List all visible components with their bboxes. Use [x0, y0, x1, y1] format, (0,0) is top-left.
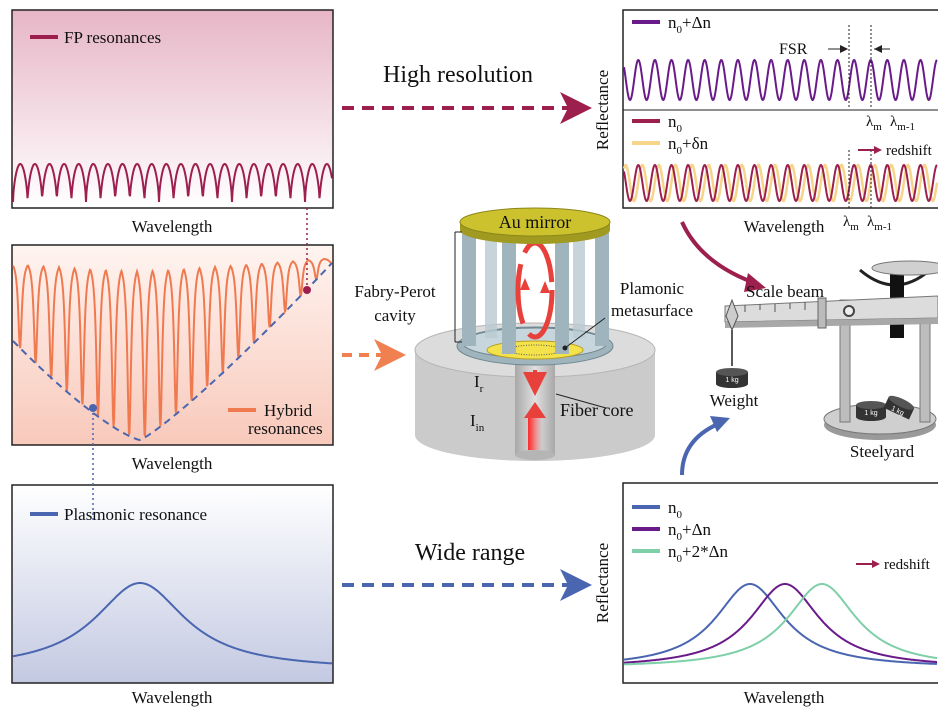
subscript: m-1 — [897, 121, 915, 133]
suffix: +Δn — [682, 13, 712, 32]
legend-label: Plasmonic resonance — [64, 505, 207, 524]
device — [415, 208, 655, 461]
annotation: redshift — [886, 143, 933, 159]
curved-arrow — [682, 424, 718, 475]
legend-label: Hybrid — [264, 401, 313, 420]
curved-arrow — [682, 222, 752, 282]
legend-label: resonances — [248, 419, 323, 438]
subscript: m — [873, 121, 882, 133]
figure: FP resonances Wavelength Hybrid resonanc… — [0, 0, 938, 708]
suffix: +δn — [682, 134, 709, 153]
suffix: +2*Δn — [682, 542, 729, 561]
device-label: Fabry-Perot — [354, 282, 435, 301]
axis-label: Wavelength — [132, 454, 213, 473]
device-label: Au mirror — [499, 212, 571, 232]
subscript: r — [480, 383, 484, 395]
weight-label: 1 kg — [864, 410, 877, 417]
device-label: cavity — [374, 306, 416, 325]
curved-arrowhead — [710, 416, 730, 432]
steelyard-label: Scale beam — [746, 282, 824, 301]
arrow-label: Wide range — [415, 540, 525, 566]
legend-label: FP resonances — [64, 28, 161, 47]
device-label: Plamonic — [620, 279, 685, 298]
subscript: m — [850, 221, 859, 233]
axis-label: Reflectance — [593, 70, 612, 150]
axis-label: Wavelength — [132, 688, 213, 707]
page: FP resonances Wavelength Hybrid resonanc… — [0, 0, 938, 708]
suffix: +Δn — [682, 520, 712, 539]
axis-label: Wavelength — [744, 217, 825, 236]
subscript: in — [476, 422, 485, 434]
fp-panel — [12, 10, 333, 208]
lambda-label: λm-1 — [867, 214, 892, 233]
subscript: m-1 — [874, 221, 892, 233]
lambda-label: λm — [843, 214, 859, 233]
steelyard-label: Weight — [710, 391, 759, 410]
axis-label: Wavelength — [744, 688, 825, 707]
axis-label: Reflectance — [593, 543, 612, 623]
weight-label: 1 kg — [725, 377, 738, 384]
device-label: Fiber core — [560, 400, 633, 420]
annotation: FSR — [779, 41, 808, 58]
steelyard-label: Steelyard — [850, 442, 915, 461]
axis-label: Wavelength — [132, 217, 213, 236]
device-label: metasurface — [611, 301, 693, 320]
annotation: redshift — [884, 557, 931, 573]
connector-dot — [303, 286, 311, 294]
connector-dot — [89, 404, 97, 412]
arrow-label: High resolution — [383, 62, 533, 88]
